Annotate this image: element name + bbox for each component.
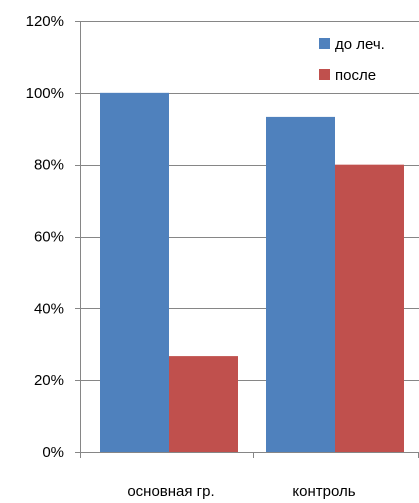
legend: до леч. после <box>319 36 385 84</box>
bar-after-0 <box>169 356 238 452</box>
legend-swatch <box>319 69 330 80</box>
y-tick-label: 20% <box>34 372 64 389</box>
y-tick-label: 0% <box>42 444 64 461</box>
y-tick-label: 100% <box>26 85 64 102</box>
x-category-label: контроль <box>292 483 355 500</box>
bar-before-1 <box>266 116 335 453</box>
x-category-label: основная гр. <box>127 483 214 500</box>
legend-label: до леч. <box>335 36 385 53</box>
y-tick-label: 120% <box>26 13 64 30</box>
y-tick-label: 40% <box>34 300 64 317</box>
legend-label: после <box>335 67 376 84</box>
y-tick-labels: 0% 20% 40% 60% 80% 100% 120% <box>26 13 64 461</box>
legend-swatch <box>319 38 330 49</box>
bars <box>100 92 404 453</box>
bar-after-1 <box>335 164 404 452</box>
y-tick-label: 80% <box>34 157 64 174</box>
x-category-labels: основная гр. контроль <box>127 483 355 500</box>
axes <box>75 21 419 458</box>
y-tick-label: 60% <box>34 229 64 246</box>
bar-before-0 <box>100 92 169 452</box>
